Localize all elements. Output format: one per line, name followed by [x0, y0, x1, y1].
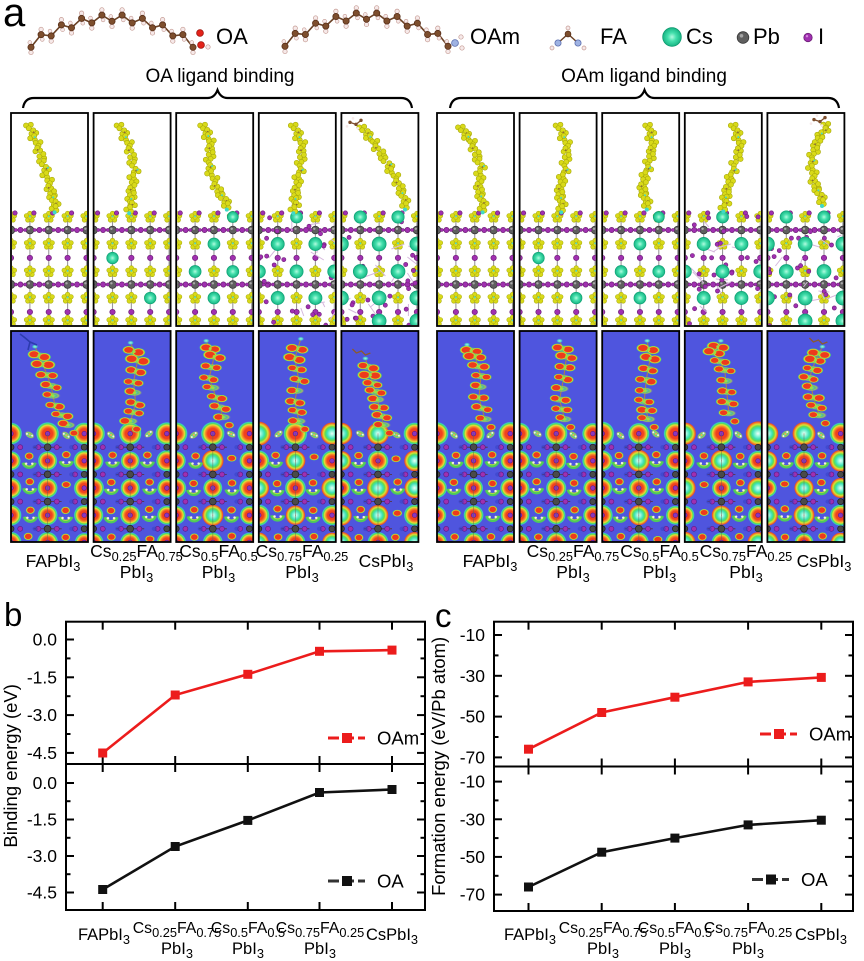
svg-text:Binding energy (eV): Binding energy (eV) [0, 684, 21, 848]
svg-text:Cs0.5FA0.5: Cs0.5FA0.5 [620, 541, 698, 564]
svg-text:-3.0: -3.0 [27, 705, 57, 725]
svg-text:FAPbI3: FAPbI3 [463, 551, 518, 574]
svg-text:CsPbI3: CsPbI3 [797, 551, 852, 574]
svg-text:OAm ligand binding: OAm ligand binding [561, 66, 727, 87]
svg-text:FAPbI3: FAPbI3 [504, 926, 556, 947]
svg-text:-50: -50 [460, 847, 486, 867]
svg-text:-1.5: -1.5 [27, 810, 57, 830]
svg-text:Cs0.5FA0.5: Cs0.5FA0.5 [638, 920, 712, 940]
svg-text:PbI3: PbI3 [120, 562, 153, 585]
svg-text:Cs0.5FA0.5: Cs0.5FA0.5 [211, 920, 285, 940]
svg-text:Cs0.5FA0.5: Cs0.5FA0.5 [179, 541, 257, 564]
svg-text:OA: OA [377, 871, 404, 892]
svg-text:OAm: OAm [377, 728, 419, 749]
svg-text:a: a [3, 0, 26, 35]
svg-text:FAPbI3: FAPbI3 [78, 926, 130, 947]
svg-text:OAm: OAm [809, 724, 851, 745]
svg-text:Pb: Pb [753, 24, 780, 49]
svg-text:-10: -10 [460, 625, 486, 645]
svg-text:Cs0.75FA0.25: Cs0.75FA0.25 [276, 920, 364, 940]
svg-text:b: b [4, 596, 22, 633]
svg-text:Formation energy (eV/Pb atom): Formation energy (eV/Pb atom) [428, 637, 449, 896]
svg-text:Cs0.75FA0.25: Cs0.75FA0.25 [704, 920, 792, 940]
svg-text:PbI3: PbI3 [304, 940, 336, 961]
svg-text:Cs0.25FA0.75: Cs0.25FA0.75 [133, 920, 221, 940]
svg-text:-1.5: -1.5 [27, 667, 57, 687]
svg-text:0.0: 0.0 [33, 630, 58, 650]
svg-text:-4.5: -4.5 [27, 883, 57, 903]
svg-text:-30: -30 [460, 666, 486, 686]
svg-text:Cs0.25FA0.75: Cs0.25FA0.75 [559, 920, 647, 940]
svg-text:FA: FA [600, 24, 627, 49]
svg-text:PbI3: PbI3 [732, 940, 764, 961]
svg-text:PbI3: PbI3 [556, 562, 589, 585]
svg-text:FAPbI3: FAPbI3 [26, 551, 81, 574]
svg-text:OA: OA [801, 869, 828, 890]
svg-text:I: I [818, 24, 824, 49]
svg-text:Cs: Cs [686, 24, 713, 49]
svg-text:-10: -10 [460, 772, 486, 792]
svg-text:-4.5: -4.5 [27, 743, 57, 763]
svg-text:PbI3: PbI3 [232, 940, 264, 961]
svg-text:PbI3: PbI3 [729, 562, 762, 585]
svg-text:-70: -70 [460, 885, 486, 905]
svg-text:CsPbI3: CsPbI3 [795, 926, 847, 947]
svg-text:OA: OA [216, 24, 248, 49]
svg-text:-3.0: -3.0 [27, 846, 57, 866]
svg-text:PbI3: PbI3 [643, 562, 676, 585]
svg-text:c: c [435, 597, 452, 634]
svg-text:CsPbI3: CsPbI3 [359, 551, 414, 574]
svg-text:PbI3: PbI3 [659, 940, 691, 961]
svg-text:OAm: OAm [470, 24, 520, 49]
svg-text:0.0: 0.0 [33, 773, 58, 793]
svg-text:-50: -50 [460, 707, 486, 727]
svg-text:PbI3: PbI3 [161, 940, 193, 961]
svg-text:CsPbI3: CsPbI3 [366, 926, 418, 947]
svg-text:PbI3: PbI3 [202, 562, 235, 585]
svg-text:PbI3: PbI3 [587, 940, 619, 961]
svg-text:OA ligand binding: OA ligand binding [146, 66, 295, 87]
svg-text:-30: -30 [460, 809, 486, 829]
svg-text:-70: -70 [460, 747, 486, 767]
svg-text:PbI3: PbI3 [285, 562, 318, 585]
